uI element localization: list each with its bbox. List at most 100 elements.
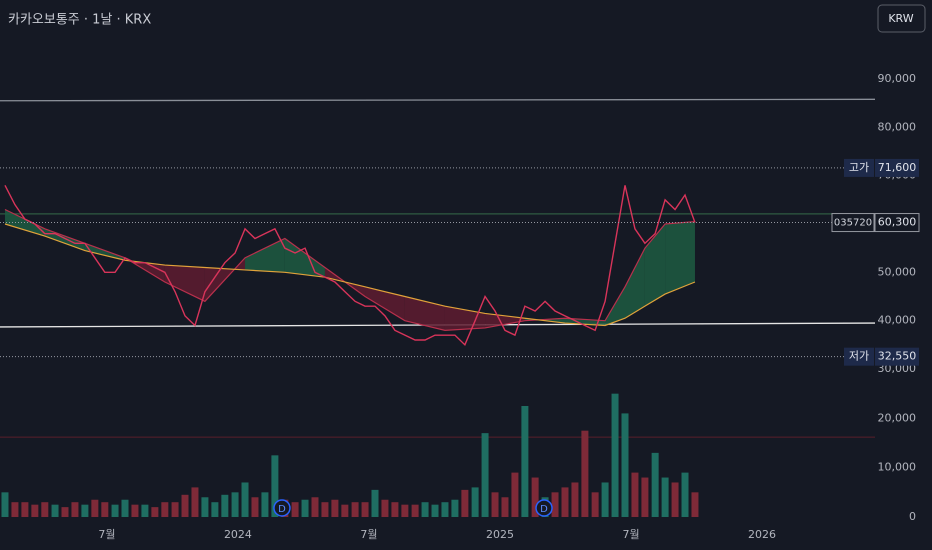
event-marker (535, 499, 553, 517)
volume-bar (241, 482, 249, 517)
x-tick-label: 2025 (486, 528, 514, 541)
volume-bar (161, 502, 169, 517)
marker-value-tag (875, 158, 919, 177)
marker-value: 60,300 (878, 216, 917, 229)
volume-bar (451, 499, 459, 517)
ma-cloud (485, 313, 525, 328)
volume-bar (191, 487, 199, 517)
ma-cloud (404, 296, 445, 331)
volume-bar (211, 502, 219, 517)
volume-bar (391, 502, 399, 517)
volume-bar (621, 413, 629, 517)
ma-cloud (245, 238, 285, 273)
x-tick-label: 7월 (98, 528, 115, 541)
y-tick-label: 40,000 (878, 314, 917, 327)
volume-bar (51, 504, 59, 517)
volume-bar (611, 393, 619, 517)
marker-tag (844, 347, 874, 366)
volume-bar (581, 430, 589, 517)
volume-bar (331, 499, 339, 517)
volume-bar (381, 499, 389, 517)
currency-button[interactable] (877, 4, 926, 33)
y-tick-label: 50,000 (878, 265, 917, 278)
marker-tag (831, 213, 875, 233)
volume-bar (371, 489, 379, 517)
volume-bar (111, 504, 119, 517)
event-label: D (278, 504, 286, 515)
volume-bar (301, 499, 309, 517)
volume-bar (261, 492, 269, 517)
volume-bar (461, 489, 469, 517)
volume-bar (551, 492, 559, 517)
volume-bar (431, 504, 439, 517)
volume-bar (171, 502, 179, 517)
chart-title: 카카오보통주 · 1날 · KRX (8, 13, 151, 28)
volume-bar (441, 502, 449, 517)
volume-bar (71, 502, 79, 517)
trend-line (0, 98, 876, 102)
x-tick-label: 7월 (622, 528, 639, 541)
volume-bar (681, 472, 689, 517)
volume-bar (291, 502, 299, 517)
ma-cloud (665, 221, 695, 295)
ma-cloud (365, 286, 405, 321)
volume-bar (411, 504, 419, 517)
marker-value: 71,600 (878, 161, 917, 174)
volume-bar (571, 482, 579, 517)
volume-bar (231, 492, 239, 517)
volume-bar (351, 502, 359, 517)
volume-bar (201, 497, 209, 517)
volume-bar (181, 494, 189, 517)
volume-bar (521, 406, 529, 517)
marker-name: 035720 (834, 218, 872, 229)
volume-bar (511, 472, 519, 517)
ma-cloud (284, 238, 325, 278)
volume-bar (311, 497, 319, 517)
volume-bar (321, 502, 329, 517)
volume-bar (151, 507, 159, 517)
currency-label[interactable]: KRW (888, 12, 913, 25)
volume-tick-label: 20,000 (878, 411, 917, 424)
y-tick-label: 90,000 (878, 72, 917, 85)
marker-name: 고가 (849, 161, 869, 174)
volume-bar (41, 502, 49, 517)
ma-cloud (644, 224, 666, 307)
volume-bar (601, 482, 609, 517)
marker-value-tag (875, 347, 919, 366)
x-tick-label: 7월 (360, 528, 377, 541)
volume-bar (531, 477, 539, 517)
price-line (4, 185, 696, 347)
volume-bar (631, 472, 639, 517)
volume-bar (1, 492, 9, 517)
volume-bar (661, 477, 669, 517)
volume-bar (21, 502, 29, 517)
y-tick-label: 80,000 (878, 120, 917, 133)
volume-bar (31, 504, 39, 517)
ma-cloud (605, 286, 625, 326)
price-line (4, 208, 696, 331)
volume-bar (421, 502, 429, 517)
volume-tick-label: 10,000 (878, 461, 917, 474)
volume-bar (11, 502, 19, 517)
volume-bar (101, 502, 109, 517)
volume-bar (131, 504, 139, 517)
volume-bar (121, 499, 129, 517)
marker-tag (844, 158, 874, 177)
volume-bar (251, 497, 259, 517)
volume-bar (361, 502, 369, 517)
volume-bar (471, 487, 479, 517)
volume-tick-label: 0 (909, 510, 916, 523)
marker-value: 32,550 (878, 350, 917, 363)
ma-cloud (625, 248, 645, 319)
volume-bar (491, 492, 499, 517)
volume-bar (691, 492, 699, 517)
volume-bar (501, 497, 509, 517)
volume-bar (221, 494, 229, 517)
x-tick-label: 2026 (748, 528, 776, 541)
marker-name: 저가 (849, 350, 869, 363)
volume-bar (591, 492, 599, 517)
volume-bar (91, 499, 99, 517)
